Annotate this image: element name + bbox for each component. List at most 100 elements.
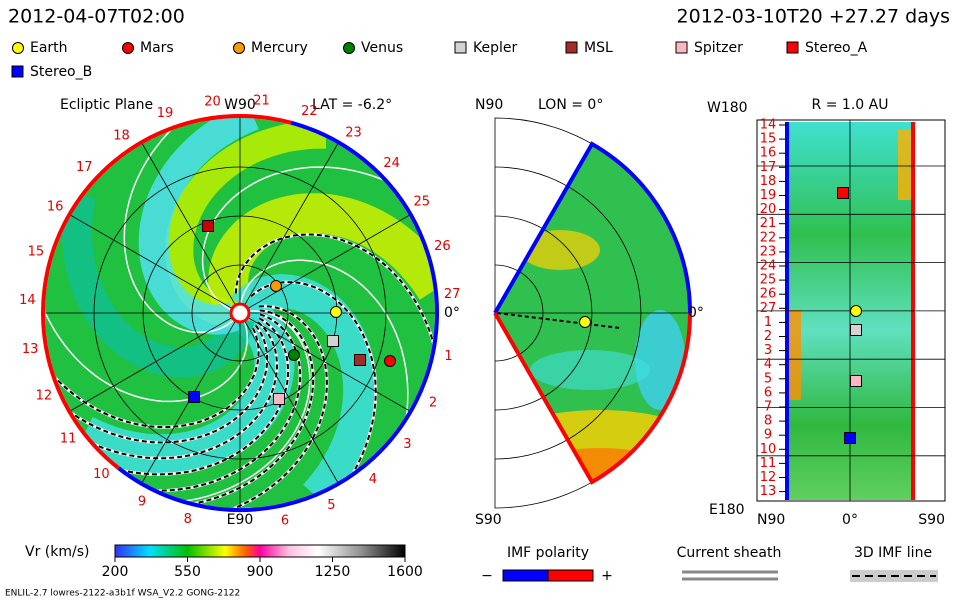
longitude: LON = 0° [538,97,603,113]
imf-line [114,317,290,476]
footer: ENLIL-2.7 lowres-2122-a3b1f WSA_V2.2 GON… [5,589,240,599]
legend-marker [233,42,245,54]
legend-label: Mercury [251,40,308,56]
axis-label: E90 [227,512,254,528]
polarity-sign: + [601,568,613,584]
panel-title: R = 1.0 AU [812,97,889,113]
body-marker [188,391,200,403]
field-band [61,192,255,378]
day-label: 26 [434,239,451,254]
day-label: 15 [28,245,45,260]
radial-hot [787,310,801,400]
row-label: 27 [760,301,777,316]
body-marker [850,375,862,387]
row-label: 22 [760,230,777,245]
axis-label: 0° [842,512,858,528]
row-label: 17 [760,160,777,175]
field-band [208,193,435,319]
wedge-edge [493,312,692,485]
imf-line [234,233,435,353]
day-label: 21 [253,94,270,109]
colorbar-tick-label: 1250 [315,564,351,580]
axis-label: 0° [444,305,460,321]
day-label: 23 [345,125,362,140]
imf-line [47,327,260,429]
row-label: 7 [764,400,772,415]
row-label: 14 [760,118,777,133]
day-label: 6 [281,514,289,529]
day-label: 14 [19,293,36,308]
body-marker [844,432,856,444]
row-label: 23 [760,244,777,259]
imf-line [147,313,302,492]
body-marker [850,305,862,317]
row-label: 6 [764,385,772,400]
day-label: 27 [444,287,461,302]
polarity-ring [117,120,439,512]
day-label: 9 [138,495,146,510]
current-sheet [201,166,389,312]
legend-marker [565,41,578,54]
day-label: 17 [76,160,93,175]
legend-marker [786,41,799,54]
imf-line [85,321,279,460]
row-label: 8 [764,414,772,429]
legend-label: Stereo_B [30,64,92,80]
axis-label: S90 [475,512,502,528]
imf-line [63,324,269,444]
axis-label: 0° [688,305,704,321]
body-marker [270,280,282,292]
polarity-sign: − [481,568,493,584]
body-marker [327,335,339,347]
axis-label: W90 [224,97,256,113]
row-label: 26 [760,287,777,302]
day-label: 24 [383,156,400,171]
day-label: 4 [369,472,377,487]
day-label: 12 [36,389,53,404]
legend-marker [122,42,134,54]
day-label: 22 [301,104,318,119]
legend-label: Stereo_A [805,40,868,56]
day-label: 20 [204,94,221,109]
imf-line [184,309,315,507]
day-label: 3 [403,437,411,452]
field-band [230,274,378,508]
day-label: 25 [414,195,431,210]
body-marker [850,324,862,336]
panel-title: Ecliptic Plane [60,97,153,113]
field-band [75,297,295,475]
day-label: 8 [184,512,192,527]
axis-label: S90 [918,512,945,528]
current-sheet [239,259,409,422]
legend-label: Spitzer [694,40,743,56]
legend-marker [343,42,355,54]
colorbar-label: Vr (km/s) [25,544,89,560]
body-marker [202,220,214,232]
colorbar-tick-label: 200 [102,564,129,580]
row-label: 21 [760,216,777,231]
row-label: 19 [760,188,777,203]
body-marker [288,349,300,361]
body-marker [273,393,285,405]
day-label: 5 [327,498,335,513]
axis-label: N90 [757,512,785,528]
row-label: 9 [764,428,772,443]
polarity-neg [502,569,549,582]
colorbar-tick-label: 900 [247,564,274,580]
day-label: 11 [60,431,77,446]
legend-label: Kepler [473,40,517,56]
legend-label: Earth [30,40,68,56]
row-label: 4 [764,357,772,372]
body-marker [837,187,849,199]
legend-marker [454,41,467,54]
row-label: 16 [760,146,777,161]
wedge-edge [493,141,692,314]
legend-title: 3D IMF line [854,545,932,561]
colorbar-tick-label: 1600 [387,564,423,580]
day-label: 13 [22,342,39,357]
latitude: LAT = -6.2° [312,97,392,113]
day-label: 1 [444,349,452,364]
body-marker [354,354,366,366]
row-label: 24 [760,259,777,274]
row-label: 20 [760,202,777,217]
